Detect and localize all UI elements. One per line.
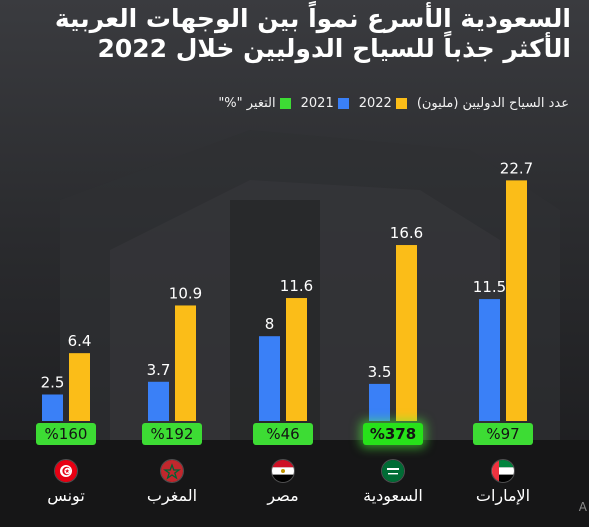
category-label: الإمارات (475, 486, 531, 505)
data-label-2021: 11.5 (473, 278, 506, 296)
title-line-2: الأكثر جذباً للسياح الدوليين خلال 2022 (97, 34, 571, 63)
data-label-2022: 10.9 (169, 284, 202, 302)
egypt-flag-icon (272, 460, 294, 482)
change-badge: %192 (142, 423, 202, 445)
chart-title: السعودية الأسرع نمواً بين الوجهات العربي… (11, 4, 571, 64)
legend-swatch-change (279, 98, 291, 109)
tunisia-flag-icon (55, 460, 77, 482)
bar-2021 (479, 299, 500, 421)
data-label-2022: 22.7 (500, 159, 533, 177)
bar-2021 (259, 336, 280, 421)
bar-2021 (42, 394, 63, 421)
legend-label-2022: 2022 (358, 96, 392, 111)
bar-2021 (148, 381, 169, 421)
change-badge: %378 (363, 423, 423, 445)
watermark: A (578, 500, 587, 514)
data-label-2021: 2.5 (41, 374, 65, 392)
uae-flag-icon (492, 460, 514, 482)
category-label: تونس (47, 486, 85, 505)
bar-2022 (175, 305, 196, 421)
bar-2022 (506, 180, 527, 421)
legend-swatch-2022 (395, 98, 407, 109)
bar-2022 (69, 353, 90, 421)
legend-label-2021: 2021 (300, 96, 334, 111)
title-line-1: السعودية الأسرع نمواً بين الوجهات العربي… (54, 4, 571, 33)
data-label-2022: 11.6 (280, 277, 313, 295)
category-label: المغرب (146, 486, 198, 505)
bar-2022 (286, 298, 307, 421)
change-badge: %97 (473, 423, 533, 445)
bar-2021 (369, 383, 390, 421)
legend-series-title: عدد السياح الدوليين (مليون) (416, 96, 569, 111)
data-label-2021: 3.5 (368, 363, 392, 381)
category-label: السعودية (363, 486, 423, 505)
legend: عدد السياح الدوليين (مليون) 2022 2021 ال… (218, 96, 569, 111)
data-label-2021: 3.7 (147, 361, 171, 379)
data-label-2022: 16.6 (390, 224, 423, 242)
data-label-2021: 8 (265, 315, 275, 333)
data-label-2022: 6.4 (68, 332, 92, 350)
change-badge: %160 (36, 423, 96, 445)
legend-swatch-2021 (337, 98, 349, 109)
category-label: مصر (267, 486, 299, 505)
legend-item-2021: 2021 (301, 96, 349, 111)
change-badge: %46 (253, 423, 313, 445)
legend-item-2022: 2022 (359, 96, 407, 111)
bar-2022 (396, 245, 417, 421)
legend-label-change: التغير "%" (218, 96, 276, 111)
saudi-flag-icon (382, 460, 404, 482)
legend-item-change: التغير "%" (218, 96, 291, 111)
morocco-flag-icon (161, 460, 183, 482)
